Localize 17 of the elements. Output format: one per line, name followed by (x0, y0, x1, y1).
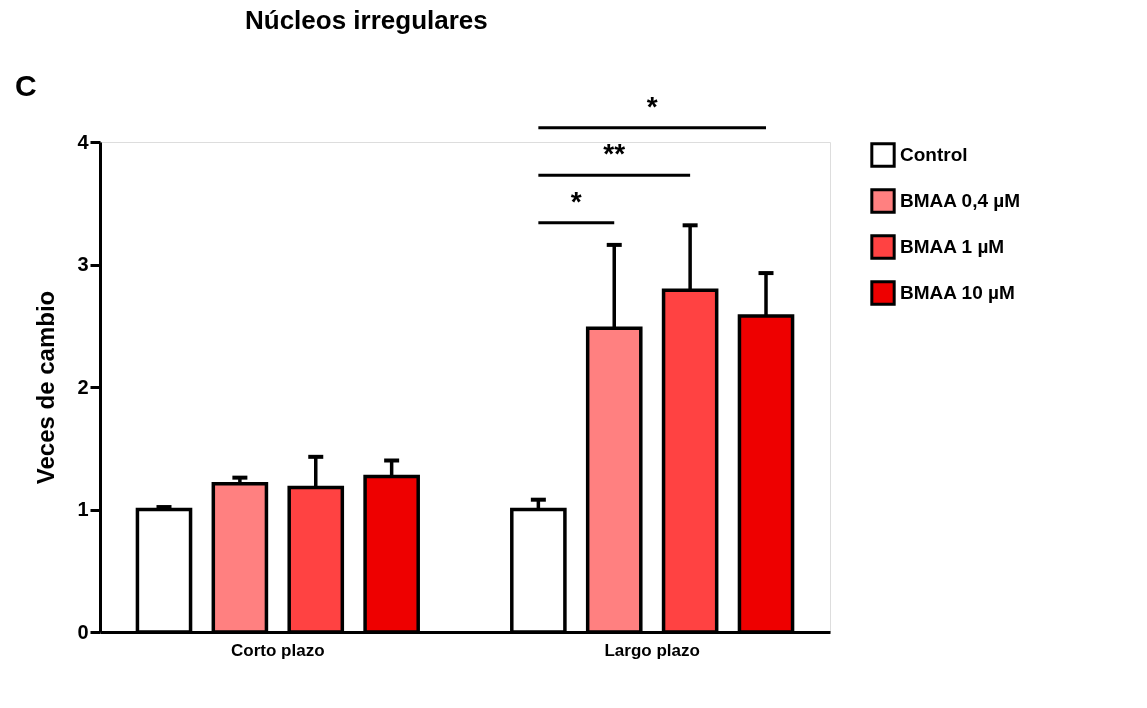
y-tick-label: 2 (77, 375, 89, 398)
legend-label: BMAA 0,4 µM (900, 190, 1021, 211)
annotation: ** (603, 138, 626, 170)
chart-title: Núcleos irregulares (245, 5, 488, 35)
text: * (646, 90, 658, 122)
x-tick-label: Corto plazo (231, 640, 325, 660)
x-tick-label: Largo plazo (604, 640, 700, 660)
y-axis-title: Veces de cambio (32, 290, 60, 485)
text: C (15, 69, 37, 102)
legend-label: Control (900, 144, 968, 165)
annotation: * (570, 185, 582, 217)
y-tick-label: 4 (77, 130, 90, 153)
legend-label: BMAA 1 µM (900, 236, 1005, 257)
y-tick-label: 0 (77, 620, 89, 643)
y-tick-label: 3 (77, 253, 89, 275)
legend-label: BMAA 10 µM (900, 282, 1015, 303)
y-tick-label: 1 (77, 498, 89, 520)
